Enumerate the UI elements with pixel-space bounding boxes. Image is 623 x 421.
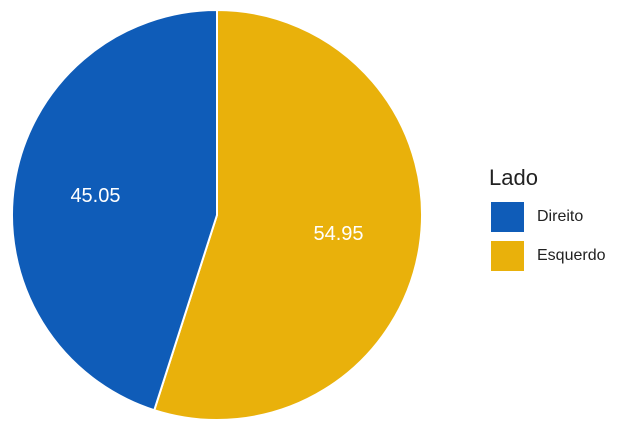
pie-slice-direito <box>11 8 218 412</box>
legend-swatch-esquerdo <box>491 241 524 271</box>
pie-slice-esquerdo <box>153 8 423 421</box>
pie-slice-labels: 54.95 45.05 <box>70 185 363 245</box>
legend-item-esquerdo: Esquerdo <box>491 241 606 271</box>
slice-value-label-esquerdo: 54.95 <box>313 223 363 245</box>
legend-swatch-direito <box>491 202 524 232</box>
legend-item-direito: Direito <box>491 202 583 232</box>
slice-value-label-direito: 45.05 <box>70 185 120 207</box>
legend-label-esquerdo: Esquerdo <box>537 247 606 264</box>
legend-label-direito: Direito <box>537 208 584 225</box>
legend-title: Lado <box>489 165 538 190</box>
pie-slices <box>11 8 423 421</box>
